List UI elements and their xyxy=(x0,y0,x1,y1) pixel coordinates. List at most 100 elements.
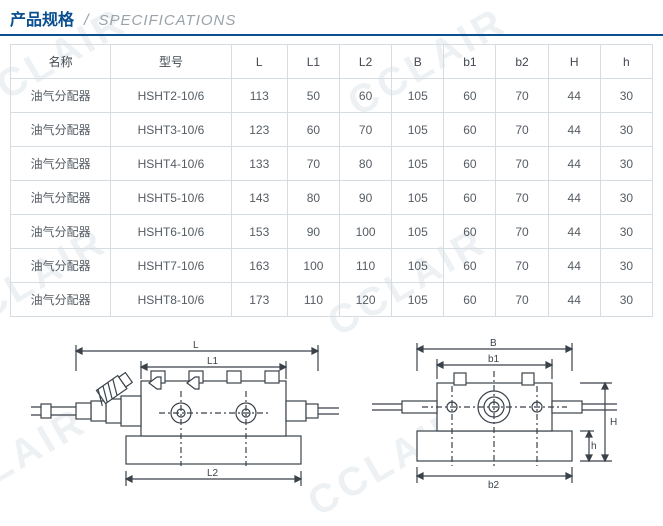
table-row: 油气分配器HSHT6-10/61539010010560704430 xyxy=(11,215,653,249)
table-cell: 70 xyxy=(496,147,548,181)
table-cell: 30 xyxy=(600,283,652,317)
dim-B: B xyxy=(490,338,497,349)
table-cell: HSHT5-10/6 xyxy=(111,181,231,215)
dim-h: h xyxy=(591,441,597,452)
header-en: SPECIFICATIONS xyxy=(98,12,236,29)
table-cell: 143 xyxy=(231,181,287,215)
dim-b1: b1 xyxy=(488,354,500,365)
table-cell: 44 xyxy=(548,181,600,215)
table-cell: 60 xyxy=(444,79,496,113)
table-cell: 60 xyxy=(444,283,496,317)
table-cell: 60 xyxy=(340,79,392,113)
table-cell: 105 xyxy=(392,283,444,317)
table-cell: 60 xyxy=(444,249,496,283)
tech-drawings: L L1 L2 xyxy=(0,331,663,491)
col-b1: b1 xyxy=(444,45,496,79)
table-cell: 105 xyxy=(392,79,444,113)
table-cell: 60 xyxy=(444,147,496,181)
table-cell: 153 xyxy=(231,215,287,249)
section-header: 产品规格 / SPECIFICATIONS xyxy=(0,0,663,36)
table-cell: 173 xyxy=(231,283,287,317)
table-cell: 油气分配器 xyxy=(11,147,111,181)
col-name: 名称 xyxy=(11,45,111,79)
table-cell: 105 xyxy=(392,181,444,215)
table-cell: 30 xyxy=(600,79,652,113)
col-hlow: h xyxy=(600,45,652,79)
table-cell: 油气分配器 xyxy=(11,249,111,283)
table-cell: 44 xyxy=(548,113,600,147)
table-row: 油气分配器HSHT3-10/6123607010560704430 xyxy=(11,113,653,147)
table-cell: 30 xyxy=(600,181,652,215)
table-cell: 30 xyxy=(600,215,652,249)
col-L1: L1 xyxy=(287,45,339,79)
table-cell: 60 xyxy=(444,113,496,147)
spec-table: 名称 型号 L L1 L2 B b1 b2 H h 油气分配器HSHT2-10/… xyxy=(10,44,653,317)
col-L2: L2 xyxy=(340,45,392,79)
col-B: B xyxy=(392,45,444,79)
table-cell: 70 xyxy=(496,79,548,113)
table-cell: 105 xyxy=(392,147,444,181)
table-cell: 80 xyxy=(340,147,392,181)
table-cell: 105 xyxy=(392,215,444,249)
table-cell: HSHT8-10/6 xyxy=(111,283,231,317)
table-cell: 油气分配器 xyxy=(11,79,111,113)
col-Hcap: H xyxy=(548,45,600,79)
table-cell: 油气分配器 xyxy=(11,181,111,215)
table-cell: 90 xyxy=(287,215,339,249)
table-cell: 油气分配器 xyxy=(11,215,111,249)
table-cell: 70 xyxy=(287,147,339,181)
table-cell: 105 xyxy=(392,249,444,283)
table-cell: 133 xyxy=(231,147,287,181)
table-cell: 44 xyxy=(548,249,600,283)
table-cell: 70 xyxy=(340,113,392,147)
table-cell: 70 xyxy=(496,249,548,283)
table-cell: 123 xyxy=(231,113,287,147)
table-cell: 120 xyxy=(340,283,392,317)
dim-L1: L1 xyxy=(207,356,219,367)
dim-H: H xyxy=(610,417,617,428)
table-cell: 105 xyxy=(392,113,444,147)
table-cell: 70 xyxy=(496,113,548,147)
table-cell: 110 xyxy=(340,249,392,283)
table-cell: 100 xyxy=(340,215,392,249)
drawing-left: L L1 L2 xyxy=(21,331,341,491)
table-cell: 70 xyxy=(496,181,548,215)
table-cell: 70 xyxy=(496,283,548,317)
col-L: L xyxy=(231,45,287,79)
dim-b2: b2 xyxy=(488,480,500,491)
table-cell: 113 xyxy=(231,79,287,113)
table-cell: 44 xyxy=(548,215,600,249)
table-cell: 163 xyxy=(231,249,287,283)
table-cell: 50 xyxy=(287,79,339,113)
table-row: 油气分配器HSHT7-10/616310011010560704430 xyxy=(11,249,653,283)
table-row: 油气分配器HSHT8-10/617311012010560704430 xyxy=(11,283,653,317)
table-cell: 30 xyxy=(600,249,652,283)
table-cell: 44 xyxy=(548,79,600,113)
header-sep: / xyxy=(84,12,88,30)
table-cell: 110 xyxy=(287,283,339,317)
table-row: 油气分配器HSHT2-10/6113506010560704430 xyxy=(11,79,653,113)
dim-L: L xyxy=(193,340,199,351)
table-cell: HSHT3-10/6 xyxy=(111,113,231,147)
table-cell: 60 xyxy=(287,113,339,147)
table-header-row: 名称 型号 L L1 L2 B b1 b2 H h xyxy=(11,45,653,79)
table-cell: 100 xyxy=(287,249,339,283)
table-cell: 70 xyxy=(496,215,548,249)
table-cell: HSHT2-10/6 xyxy=(111,79,231,113)
table-cell: 44 xyxy=(548,147,600,181)
table-cell: HSHT6-10/6 xyxy=(111,215,231,249)
table-cell: HSHT7-10/6 xyxy=(111,249,231,283)
col-b2: b2 xyxy=(496,45,548,79)
table-cell: 30 xyxy=(600,113,652,147)
table-cell: 60 xyxy=(444,181,496,215)
table-row: 油气分配器HSHT4-10/6133708010560704430 xyxy=(11,147,653,181)
table-cell: 油气分配器 xyxy=(11,113,111,147)
table-cell: 30 xyxy=(600,147,652,181)
table-cell: 油气分配器 xyxy=(11,283,111,317)
drawing-right: B b1 b2 H h xyxy=(362,331,642,491)
table-row: 油气分配器HSHT5-10/6143809010560704430 xyxy=(11,181,653,215)
table-cell: 44 xyxy=(548,283,600,317)
table-cell: 90 xyxy=(340,181,392,215)
table-cell: 60 xyxy=(444,215,496,249)
dim-L2: L2 xyxy=(207,468,219,479)
